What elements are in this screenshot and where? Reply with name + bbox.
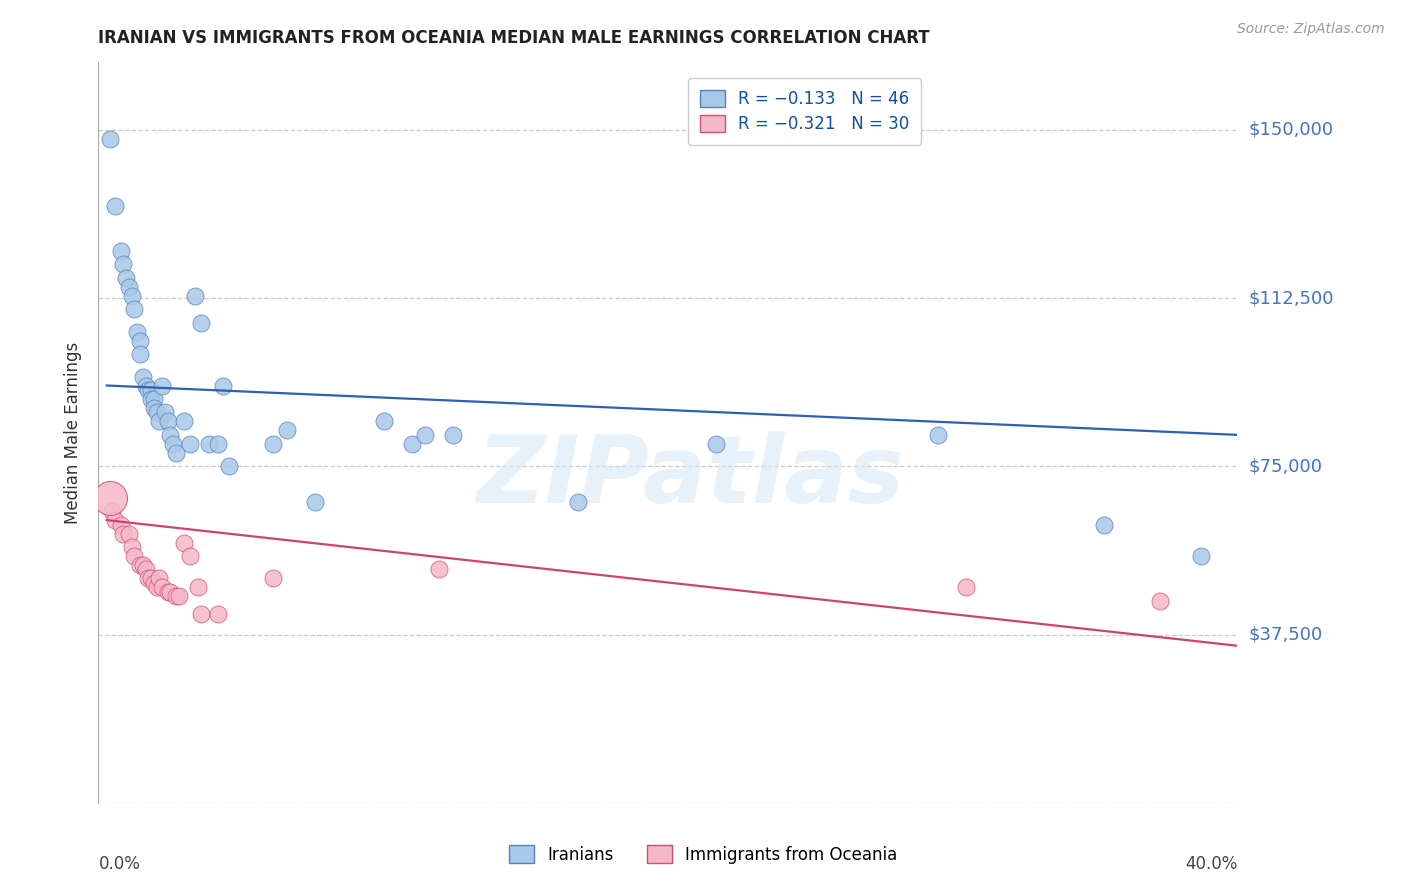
Point bbox=[190, 607, 212, 622]
Point bbox=[148, 571, 170, 585]
Point bbox=[567, 495, 589, 509]
Point bbox=[98, 132, 121, 146]
Text: $37,500: $37,500 bbox=[1249, 625, 1323, 643]
Point bbox=[207, 607, 229, 622]
Text: 40.0%: 40.0% bbox=[1185, 855, 1237, 872]
Point bbox=[139, 571, 162, 585]
Point bbox=[121, 540, 143, 554]
Point bbox=[132, 369, 155, 384]
Point bbox=[159, 585, 181, 599]
Y-axis label: Median Male Earnings: Median Male Earnings bbox=[65, 342, 83, 524]
Point bbox=[441, 428, 464, 442]
Text: $112,500: $112,500 bbox=[1249, 289, 1334, 307]
Point bbox=[145, 581, 167, 595]
Point bbox=[112, 257, 135, 271]
Point bbox=[167, 590, 190, 604]
Point bbox=[187, 581, 209, 595]
Point bbox=[136, 571, 159, 585]
Point bbox=[207, 437, 229, 451]
Point bbox=[190, 316, 212, 330]
Point bbox=[110, 517, 132, 532]
Point bbox=[184, 289, 207, 303]
Point bbox=[173, 414, 195, 428]
Point bbox=[98, 491, 121, 505]
Point bbox=[127, 325, 149, 339]
Point bbox=[1189, 549, 1212, 563]
Point bbox=[262, 437, 284, 451]
Point bbox=[148, 414, 170, 428]
Point bbox=[704, 437, 727, 451]
Point bbox=[212, 378, 235, 392]
Point bbox=[124, 549, 146, 563]
Point bbox=[427, 562, 450, 576]
Point bbox=[179, 437, 201, 451]
Point bbox=[401, 437, 423, 451]
Point bbox=[955, 581, 977, 595]
Point bbox=[124, 302, 146, 317]
Text: ZIPatlas: ZIPatlas bbox=[477, 431, 904, 523]
Point bbox=[121, 289, 143, 303]
Point bbox=[101, 504, 124, 518]
Legend: R = −0.133   N = 46, R = −0.321   N = 30: R = −0.133 N = 46, R = −0.321 N = 30 bbox=[688, 78, 921, 145]
Text: 0.0%: 0.0% bbox=[98, 855, 141, 872]
Point bbox=[1092, 517, 1115, 532]
Point bbox=[104, 199, 127, 213]
Point bbox=[165, 590, 187, 604]
Point bbox=[112, 526, 135, 541]
Text: $150,000: $150,000 bbox=[1249, 120, 1333, 139]
Point bbox=[1149, 594, 1171, 608]
Text: Source: ZipAtlas.com: Source: ZipAtlas.com bbox=[1237, 22, 1385, 37]
Point bbox=[135, 378, 157, 392]
Point bbox=[159, 428, 181, 442]
Point bbox=[415, 428, 437, 442]
Point bbox=[104, 513, 127, 527]
Point bbox=[156, 414, 179, 428]
Point bbox=[276, 423, 298, 437]
Point bbox=[139, 383, 162, 397]
Point bbox=[198, 437, 221, 451]
Point bbox=[129, 334, 152, 348]
Point bbox=[165, 446, 187, 460]
Point bbox=[132, 558, 155, 572]
Point bbox=[142, 576, 165, 591]
Point bbox=[115, 270, 138, 285]
Legend: Iranians, Immigrants from Oceania: Iranians, Immigrants from Oceania bbox=[502, 838, 904, 871]
Point bbox=[156, 585, 179, 599]
Point bbox=[110, 244, 132, 258]
Point bbox=[118, 526, 141, 541]
Text: $75,000: $75,000 bbox=[1249, 458, 1323, 475]
Point bbox=[262, 571, 284, 585]
Point bbox=[139, 392, 162, 406]
Point bbox=[129, 347, 152, 361]
Point bbox=[142, 401, 165, 415]
Point bbox=[118, 280, 141, 294]
Point bbox=[304, 495, 326, 509]
Point bbox=[129, 558, 152, 572]
Point bbox=[927, 428, 949, 442]
Point bbox=[136, 383, 159, 397]
Point bbox=[150, 378, 173, 392]
Point bbox=[173, 535, 195, 549]
Point bbox=[153, 405, 176, 419]
Point bbox=[135, 562, 157, 576]
Point bbox=[179, 549, 201, 563]
Point bbox=[145, 405, 167, 419]
Point bbox=[162, 437, 184, 451]
Point bbox=[218, 459, 240, 474]
Text: IRANIAN VS IMMIGRANTS FROM OCEANIA MEDIAN MALE EARNINGS CORRELATION CHART: IRANIAN VS IMMIGRANTS FROM OCEANIA MEDIA… bbox=[98, 29, 929, 47]
Point bbox=[150, 581, 173, 595]
Point bbox=[373, 414, 395, 428]
Point bbox=[142, 392, 165, 406]
